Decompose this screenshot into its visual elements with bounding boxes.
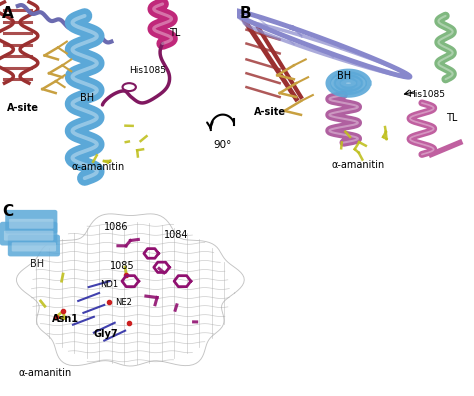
Text: B: B xyxy=(239,6,251,21)
Text: BH: BH xyxy=(80,93,94,103)
Text: ND1: ND1 xyxy=(100,280,118,289)
Text: A-site: A-site xyxy=(7,103,39,113)
FancyBboxPatch shape xyxy=(4,230,54,241)
Text: His1085: His1085 xyxy=(408,90,445,99)
Text: TL: TL xyxy=(169,28,181,38)
Text: BH: BH xyxy=(30,259,44,269)
Text: Asn1: Asn1 xyxy=(52,314,79,324)
Text: 90°: 90° xyxy=(214,140,232,150)
Ellipse shape xyxy=(334,75,363,91)
Text: NE2: NE2 xyxy=(115,298,132,307)
Text: 1084: 1084 xyxy=(164,230,189,240)
Text: A-site: A-site xyxy=(254,107,286,117)
FancyBboxPatch shape xyxy=(12,242,56,251)
FancyBboxPatch shape xyxy=(9,219,54,228)
Text: 1086: 1086 xyxy=(104,222,129,232)
Text: His1085: His1085 xyxy=(129,66,166,75)
Text: A: A xyxy=(2,6,14,21)
Text: α-amanitin: α-amanitin xyxy=(332,160,385,170)
Text: TL: TL xyxy=(446,113,457,123)
Text: α-amanitin: α-amanitin xyxy=(18,368,72,378)
Text: C: C xyxy=(3,204,14,219)
Text: BH: BH xyxy=(337,71,351,81)
FancyBboxPatch shape xyxy=(5,210,57,234)
Text: 1085: 1085 xyxy=(109,261,134,271)
Text: α-amanitin: α-amanitin xyxy=(71,162,125,172)
FancyBboxPatch shape xyxy=(8,234,60,257)
FancyBboxPatch shape xyxy=(0,222,57,246)
Text: Gly7: Gly7 xyxy=(94,329,118,339)
